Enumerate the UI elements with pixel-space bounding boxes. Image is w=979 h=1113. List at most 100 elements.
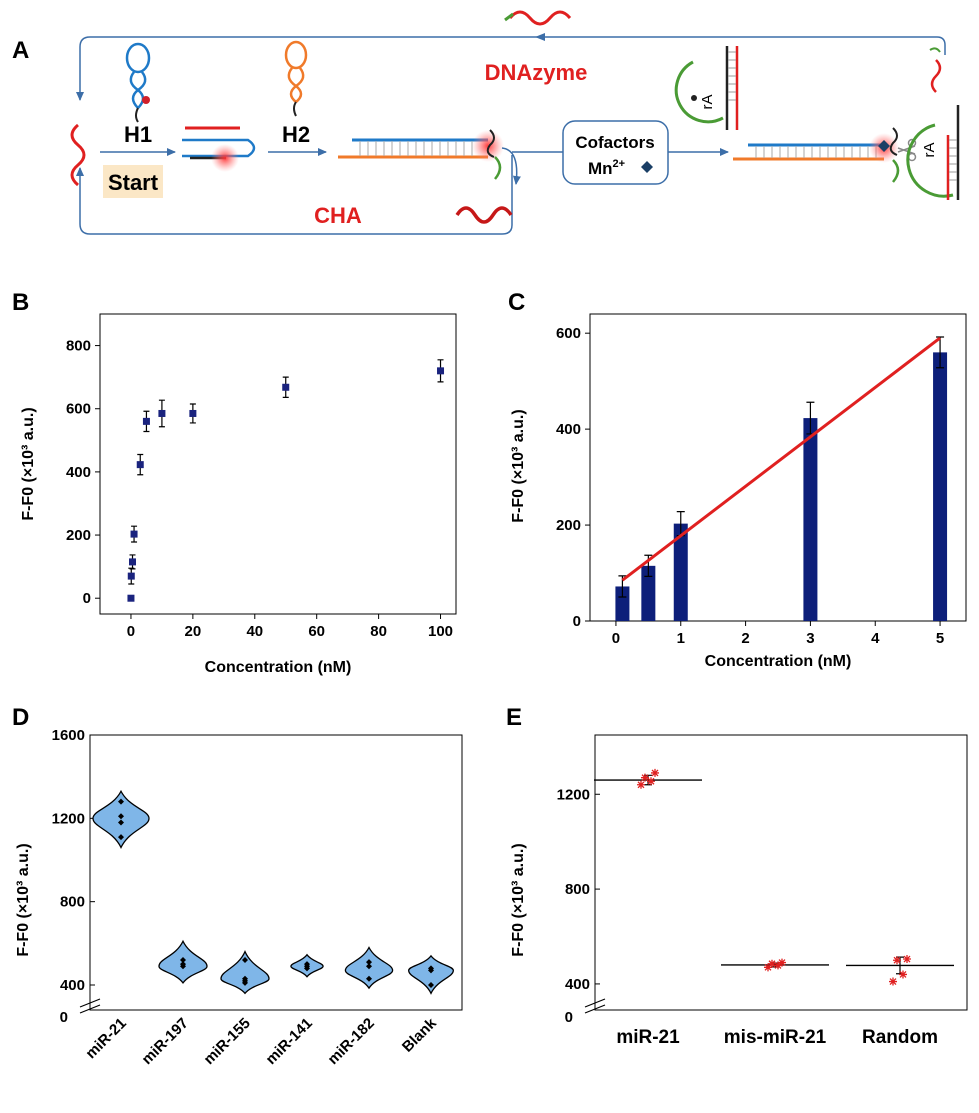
violin-data-point xyxy=(428,982,434,988)
fit-line xyxy=(621,336,941,582)
y-tick-label: 800 xyxy=(66,338,91,355)
y-tick-label: 1200 xyxy=(557,786,590,803)
panel-label-c: C xyxy=(508,289,525,316)
panel-label-d: D xyxy=(12,704,29,731)
y-tick-label: 800 xyxy=(565,881,590,898)
panel-a-schematic: A Start H1 xyxy=(12,10,960,235)
data-point xyxy=(778,958,786,967)
start-label-box xyxy=(103,165,163,198)
violin-shape xyxy=(220,950,270,995)
x-tick-label: 1 xyxy=(677,630,685,647)
data-point xyxy=(142,417,150,425)
violin-data-point xyxy=(428,965,434,972)
bar xyxy=(933,352,948,621)
data-point xyxy=(764,963,772,972)
x-category-label: miR-155 xyxy=(201,1015,254,1068)
top-loop-arrow xyxy=(76,36,946,101)
released-fragment xyxy=(930,59,942,93)
x-tick-label: 40 xyxy=(246,623,263,640)
data-point xyxy=(130,530,138,538)
panel-e: E 400 800 1200 0 miR-21 mis-miR-21 Random F-F0… xyxy=(506,704,968,1048)
x-tick-label: 3 xyxy=(806,630,814,647)
release-arrow xyxy=(501,147,521,185)
violin-data-point xyxy=(118,819,124,826)
bar xyxy=(641,565,656,621)
cha-label: CHA xyxy=(314,203,362,228)
data-point xyxy=(282,383,290,391)
panel-e-ylabel: F-F0 (×10³ a.u.) xyxy=(510,843,527,956)
h2-label: H2 xyxy=(282,122,310,147)
h1-target-duplex xyxy=(182,126,256,172)
data-point xyxy=(774,961,782,970)
panel-label-b: B xyxy=(12,289,29,316)
violin-data-point xyxy=(118,813,124,820)
violin-data-point xyxy=(366,959,372,966)
data-point xyxy=(127,572,135,580)
x-tick-label: 60 xyxy=(308,623,325,640)
y-tick-label: 800 xyxy=(60,894,85,911)
data-point xyxy=(903,955,911,964)
mn-diamond-icon xyxy=(641,161,653,173)
y-tick-label: 200 xyxy=(66,527,91,544)
panel-b-xlabel: Concentration (nM) xyxy=(205,659,352,676)
y-tick-label-zero: 0 xyxy=(565,1009,573,1026)
data-point xyxy=(437,367,445,375)
cofactors-label: Cofactors xyxy=(575,133,654,152)
dnazyme-probe-top: rA xyxy=(674,46,739,130)
top-loop-arrowhead xyxy=(535,33,545,41)
released-fragment-tail xyxy=(929,47,941,53)
violin-data-point xyxy=(118,834,124,841)
panel-b: B 0 20 40 60 80 100 0 200 400 600 800 Concentratio… xyxy=(12,289,457,676)
h2-hairpin xyxy=(284,40,308,117)
data-point xyxy=(158,409,166,417)
h1-hairpin xyxy=(125,42,151,123)
h1-h2-duplex xyxy=(338,129,504,180)
data-point xyxy=(637,780,645,789)
data-point xyxy=(136,461,144,469)
data-point xyxy=(189,409,197,417)
x-tick-label: 5 xyxy=(936,630,944,647)
panel-c: C 0 1 2 3 4 5 0 200 400 600 Concentration (nM) F-… xyxy=(508,289,967,670)
x-tick-label: 2 xyxy=(741,630,749,647)
data-point xyxy=(127,594,135,602)
y-tick-label: 400 xyxy=(556,421,581,438)
error-bar xyxy=(936,336,945,369)
cleavage-duplex: rA xyxy=(733,105,960,200)
violin-data-point xyxy=(366,963,372,970)
panel-label-e: E xyxy=(506,704,522,731)
y-tick-label: 600 xyxy=(66,401,91,418)
panel-c-frame xyxy=(589,313,967,622)
released-target-strand xyxy=(508,10,572,26)
panel-b-points xyxy=(127,359,445,602)
panel-b-frame xyxy=(99,313,457,615)
panel-e-ticks: 400 800 1200 0 miR-21 mis-miR-21 Random xyxy=(557,786,938,1048)
panel-b-ticks: 0 20 40 60 80 100 0 200 400 600 800 xyxy=(66,338,453,640)
cofactors-box xyxy=(562,120,669,185)
violin-data-point xyxy=(366,975,372,982)
y-tick-label: 400 xyxy=(66,464,91,481)
x-tick-label: 80 xyxy=(370,623,387,640)
mn-bound-icon xyxy=(878,140,890,152)
ra-label-right: rA xyxy=(921,143,938,158)
violin-data-point xyxy=(180,957,186,963)
x-category-label: miR-21 xyxy=(82,1015,129,1062)
x-tick-label: 0 xyxy=(612,630,620,647)
recycled-target-strand xyxy=(455,206,513,224)
panel-d-ylabel: F-F0 (×10³ a.u.) xyxy=(15,843,32,956)
violin-data-point xyxy=(304,961,310,968)
x-category-label: Random xyxy=(862,1027,938,1048)
y-tick-label: 1600 xyxy=(52,727,85,744)
violin-shape xyxy=(408,954,454,995)
panel-e-frame xyxy=(594,734,968,1011)
x-tick-label: 0 xyxy=(127,623,135,640)
y-tick-label: 400 xyxy=(60,977,85,994)
y-tick-label: 0 xyxy=(83,590,91,607)
data-point xyxy=(899,970,907,979)
violin-shape xyxy=(92,789,150,849)
panel-b-ylabel: F-F0 (×10³ a.u.) xyxy=(20,407,37,520)
panel-c-ylabel: F-F0 (×10³ a.u.) xyxy=(510,409,527,522)
x-category-label: miR-182 xyxy=(325,1015,378,1068)
